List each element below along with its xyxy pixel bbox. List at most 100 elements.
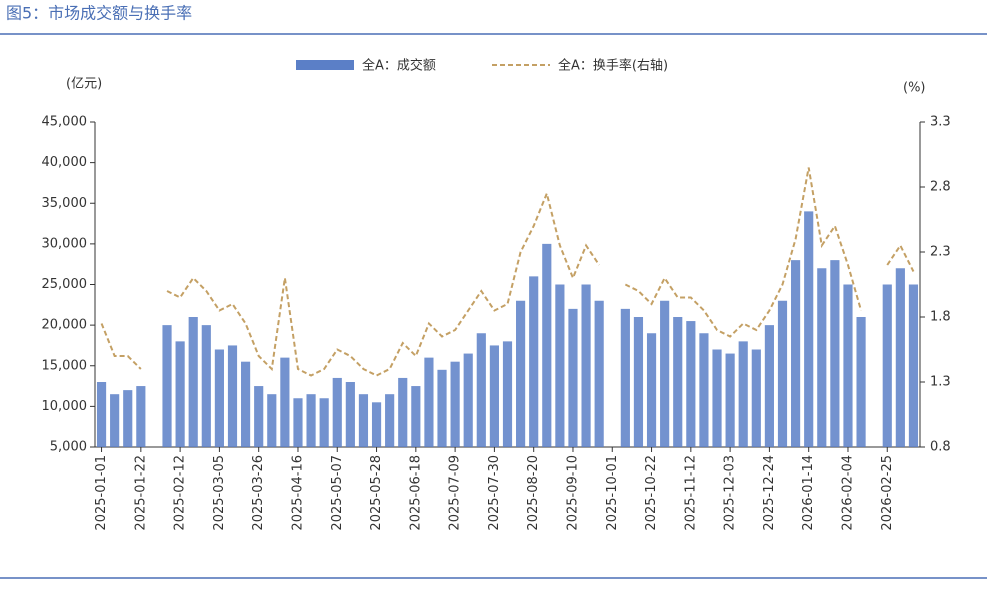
x-tick-label: 2025-12-03 [723, 455, 738, 531]
bar [673, 317, 683, 447]
bar [110, 394, 120, 447]
x-tick-label: 2025-07-09 [448, 455, 463, 531]
bar [791, 260, 801, 447]
bar [123, 390, 133, 447]
bar [319, 398, 329, 447]
x-tick-label: 2025-10-22 [644, 455, 659, 531]
x-tick-label: 2025-05-07 [330, 455, 345, 531]
bar [620, 308, 630, 447]
bar [895, 268, 905, 447]
bar [777, 300, 788, 447]
y2-axis-label: (%) [903, 81, 926, 96]
bar [594, 300, 604, 447]
x-tick-label: 2025-08-20 [526, 455, 541, 531]
x-tick-label: 2025-05-28 [369, 455, 384, 531]
bar [345, 382, 355, 447]
bar [398, 377, 408, 447]
x-tick-label: 2025-11-12 [683, 455, 698, 531]
x-tick-label: 2025-01-01 [94, 455, 109, 531]
bar [725, 353, 735, 447]
bar [136, 386, 146, 447]
bar [489, 345, 499, 447]
x-tick-label: 2026-02-04 [840, 455, 855, 531]
bar [882, 284, 892, 447]
bar [280, 357, 290, 447]
bar [332, 377, 342, 447]
y2-tick-label: 2.3 [930, 245, 951, 260]
bar [712, 349, 722, 447]
bar [751, 349, 761, 447]
bar [646, 333, 657, 447]
bar [201, 325, 211, 447]
bar [804, 211, 814, 447]
bar [516, 300, 526, 447]
bar [424, 357, 434, 447]
turnover-line [100, 167, 915, 377]
legend-label: 全A：成交额 [362, 58, 436, 74]
bar [476, 333, 486, 447]
x-tick-label: 2025-06-18 [408, 455, 423, 531]
x-tick-label: 2025-01-22 [133, 455, 148, 531]
bar [188, 317, 198, 447]
bar [293, 398, 303, 447]
bar [385, 394, 395, 447]
x-tick-label: 2025-02-12 [173, 455, 188, 531]
bar [581, 284, 591, 447]
y-tick-label: 40,000 [42, 155, 88, 170]
bar [568, 308, 578, 447]
legend-label: 全A：换手率(右轴) [558, 58, 668, 74]
legend-swatch [296, 60, 354, 70]
bar [764, 325, 774, 447]
bar [214, 349, 224, 447]
bar [908, 284, 919, 447]
x-tick-label: 2025-09-10 [565, 455, 580, 531]
x-tick-label: 2026-02-25 [880, 455, 895, 531]
bar [227, 345, 238, 447]
bar [463, 353, 473, 447]
y-tick-label: 45,000 [42, 115, 88, 130]
y-tick-label: 35,000 [42, 196, 88, 211]
y-tick-label: 25,000 [42, 277, 88, 292]
y2-tick-label: 1.8 [930, 310, 951, 325]
y2-tick-label: 0.8 [930, 440, 951, 455]
x-tick-label: 2025-10-01 [605, 455, 620, 531]
bar [371, 402, 382, 447]
bar [254, 386, 264, 447]
bar [529, 276, 539, 447]
bar [502, 341, 513, 447]
bar [437, 369, 447, 447]
bar [450, 361, 460, 447]
bar [830, 260, 840, 447]
bar [175, 341, 185, 447]
bar [96, 382, 107, 447]
x-tick-label: 2025-03-26 [251, 455, 266, 531]
bar [856, 317, 866, 447]
y-tick-label: 15,000 [42, 358, 88, 373]
x-tick-label: 2025-07-30 [487, 455, 502, 531]
y-tick-label: 5,000 [50, 440, 87, 455]
y2-tick-label: 3.3 [930, 115, 951, 130]
y-axis-label: (亿元) [66, 77, 102, 92]
bar [555, 284, 565, 447]
bar [843, 284, 853, 447]
bar [660, 300, 670, 447]
x-tick-label: 2025-04-16 [290, 455, 305, 531]
y-tick-label: 20,000 [42, 318, 88, 333]
bar [542, 243, 552, 447]
bar [817, 268, 827, 447]
bar [162, 325, 172, 447]
bar [699, 333, 709, 447]
bar [633, 317, 644, 447]
y-tick-label: 30,000 [42, 236, 88, 251]
y2-tick-label: 2.8 [930, 180, 951, 195]
bar [411, 386, 421, 447]
bar [686, 321, 696, 447]
bar [306, 394, 316, 447]
chart-title: 图5：市场成交额与换手率 [6, 4, 192, 23]
bar [738, 341, 748, 447]
x-tick-label: 2025-12-24 [762, 455, 777, 531]
bar [267, 394, 277, 447]
bar [358, 394, 369, 447]
bar [241, 361, 251, 447]
